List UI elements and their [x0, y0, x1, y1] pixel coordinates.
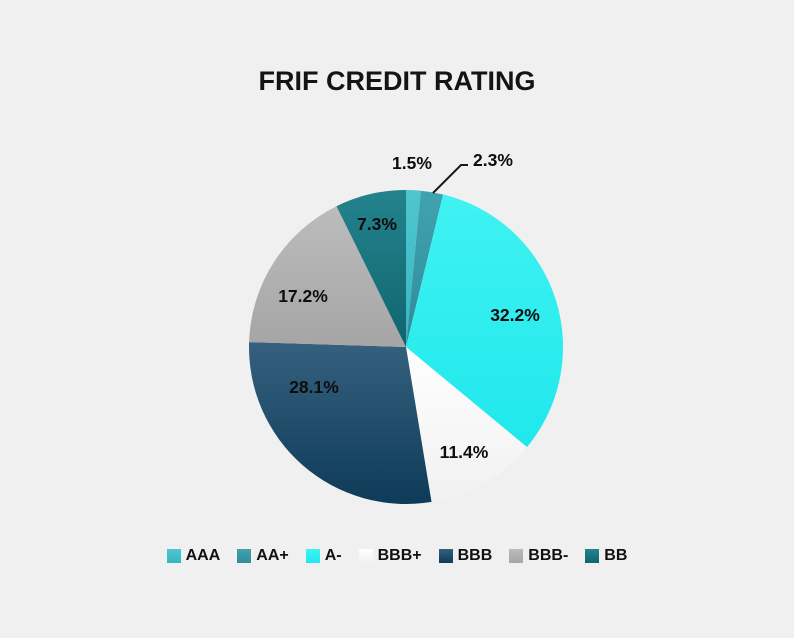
legend-label-bbb: BBB	[457, 547, 493, 564]
legend-label-bbb+: BBB+	[377, 547, 422, 564]
slice-label-bbb-: 17.2%	[278, 286, 328, 306]
slice-label-bb: 7.3%	[357, 214, 397, 234]
pie-slice-bbb+	[406, 347, 527, 502]
pie-slice-bbb-	[249, 206, 406, 347]
legend-swatch-aaa	[166, 549, 181, 563]
legend-label-aaa: AAA	[185, 547, 221, 564]
legend-label-a-: A-	[324, 547, 342, 564]
legend-swatch-a-	[305, 549, 320, 563]
legend-item-aa+: AA+	[237, 547, 289, 564]
legend-swatch-aa+	[237, 549, 252, 563]
legend-label-bbb-: BBB-	[528, 547, 569, 564]
pie-slice-aa+	[406, 190, 444, 347]
legend-item-a-: A-	[305, 547, 342, 564]
slice-label-aaa: 1.5%	[392, 153, 432, 173]
legend-item-bbb: BBB	[438, 547, 493, 564]
pie-slice-a-	[406, 194, 564, 448]
pie-slice-bb	[336, 190, 406, 347]
chart-title: FRIF CREDIT RATING	[258, 66, 536, 96]
legend: AAA AA+ A- BBB+ BBB BBB- BB	[0, 548, 794, 564]
legend-swatch-bb	[585, 549, 600, 563]
legend-swatch-bbb+	[358, 549, 373, 563]
slice-label-aa+: 2.3%	[473, 150, 513, 170]
legend-item-bbb-: BBB-	[509, 548, 568, 564]
leader-line-aa+	[432, 164, 468, 194]
pie-slice-bbb	[249, 342, 432, 504]
pie-slice-aaa	[406, 190, 421, 347]
slice-label-bbb+: 11.4%	[440, 442, 489, 462]
legend-swatch-bbb	[438, 549, 453, 563]
legend-item-aaa: AAA	[166, 547, 221, 564]
legend-label-bb: BB	[604, 547, 628, 564]
legend-label-aa+: AA+	[256, 547, 289, 564]
slice-label-a-: 32.2%	[490, 305, 540, 325]
legend-swatch-bbb-	[509, 549, 524, 563]
slice-label-bbb: 28.1%	[289, 377, 339, 397]
legend-item-bbb+: BBB+	[358, 547, 422, 564]
legend-item-bb: BB	[585, 548, 627, 564]
